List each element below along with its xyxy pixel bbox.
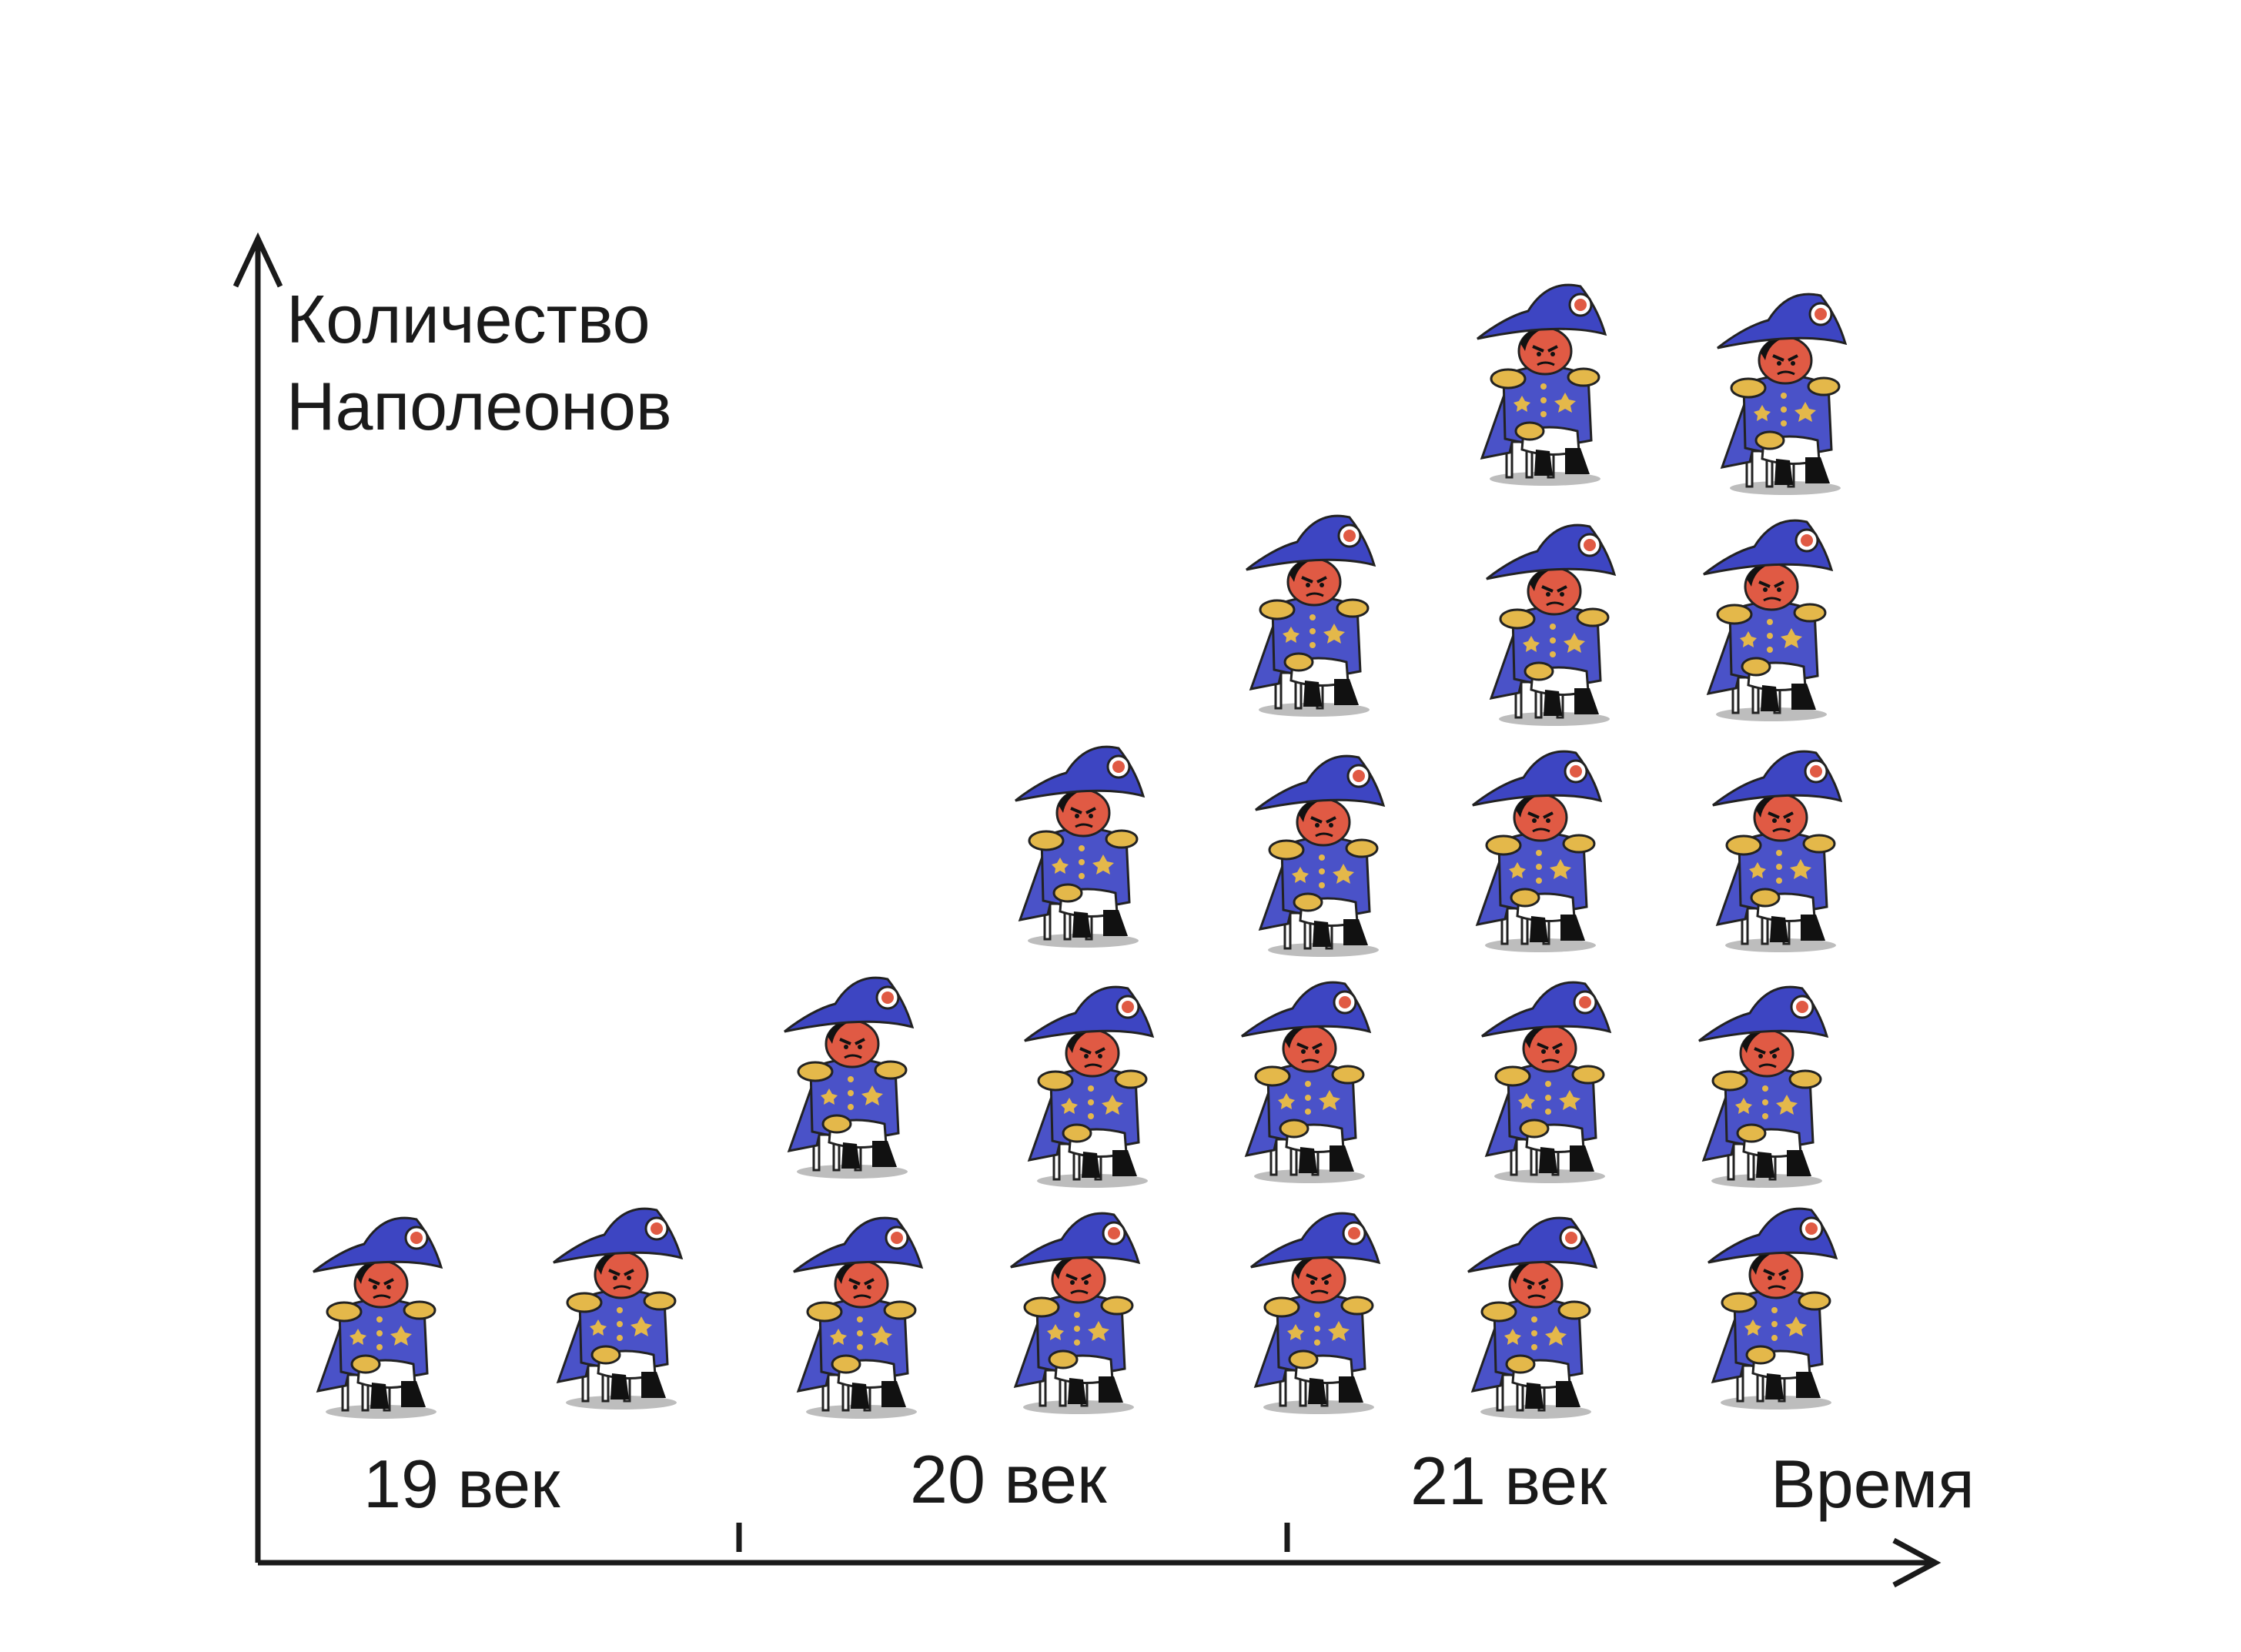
napoleon-figure-icon [552,1207,683,1411]
pictograph-column-6 [1467,283,1616,1420]
napoleon-figure-icon [792,1216,923,1420]
napoleon-figure-icon [1245,514,1376,718]
napoleon-figure-icon [1009,1212,1140,1416]
pictograph-column-7 [1697,293,1847,1411]
pictograph-column-5 [1240,514,1385,1416]
napoleon-figure-icon [1716,293,1847,497]
category-label-21: 21 век [1410,1443,1607,1519]
napoleon-figure-icon [1254,754,1385,958]
napoleon-figure-icon [1471,750,1602,954]
pictograph-column-1 [312,1216,443,1420]
y-axis-label-line-1: Количество [286,281,651,357]
napoleon-figure-icon [1707,1207,1838,1411]
napoleon-figure-icon [1249,1212,1380,1416]
y-axis [232,232,283,1563]
napoleon-figure-icon [1711,750,1842,954]
napoleon-figure-icon [1697,985,1828,1189]
napoleon-figure-icon [312,1216,443,1420]
x-axis [258,1537,1942,1588]
napoleon-figure-icon [1702,519,1833,723]
pictograph-column-4 [1009,745,1154,1416]
y-axis-label-line-2: Наполеонов [286,368,672,444]
pictograph-column-3 [783,976,923,1420]
napoleon-figure-icon [1023,985,1154,1189]
napoleon-figure-icon [1476,283,1607,487]
x-axis-label: Время [1771,1446,1975,1522]
napoleon-figure-icon [1480,981,1611,1185]
napoleon-figure-icon [1240,981,1371,1185]
pictograph-marks [312,283,1847,1420]
napoleon-figure-icon [783,976,914,1180]
napoleon-figure-icon [1485,523,1616,727]
napoleon-figure-icon [1467,1216,1597,1420]
napoleon-figure-icon [1014,745,1145,949]
category-label-19: 19 век [363,1446,560,1522]
category-label-20: 20 век [910,1441,1107,1517]
pictograph-column-2 [552,1207,683,1411]
